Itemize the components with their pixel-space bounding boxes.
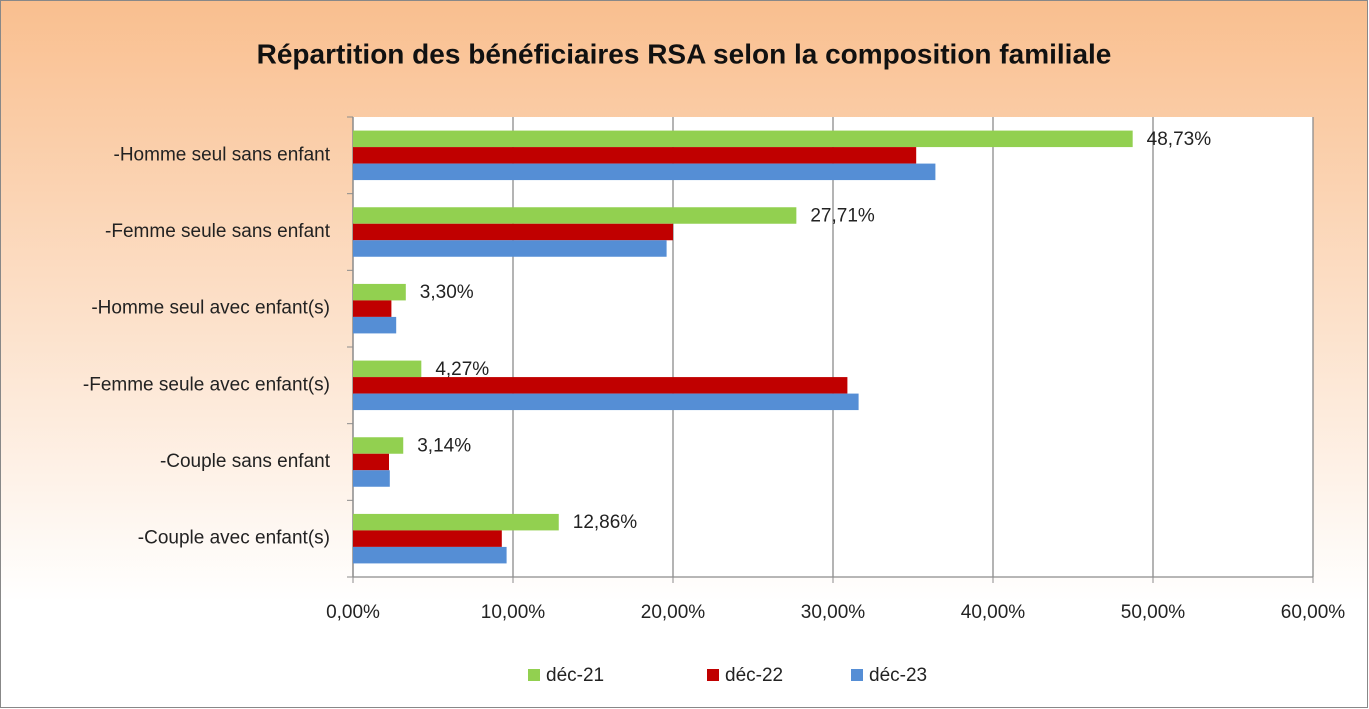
y-tick-label: -Homme seul sans enfant xyxy=(114,144,331,165)
bar xyxy=(353,513,559,531)
x-tick-label: 0,00% xyxy=(326,602,380,623)
bar xyxy=(353,393,859,411)
x-tick-label: 30,00% xyxy=(801,602,866,623)
y-tick-label: -Homme seul avec enfant(s) xyxy=(91,298,330,319)
bar xyxy=(353,530,502,547)
data-label: 4,27% xyxy=(435,359,489,380)
data-label: 12,86% xyxy=(573,512,638,533)
data-label: 3,30% xyxy=(420,282,474,303)
legend-swatch xyxy=(528,669,540,681)
x-tick-label: 40,00% xyxy=(961,602,1026,623)
data-label: 48,73% xyxy=(1147,129,1212,150)
bar xyxy=(353,240,667,257)
y-tick-label: -Femme seule sans enfant xyxy=(105,221,331,242)
legend-label: déc-21 xyxy=(546,665,604,686)
bar xyxy=(353,453,389,471)
legend-swatch xyxy=(851,669,863,681)
bar xyxy=(353,316,397,334)
y-tick-label: -Couple sans enfant xyxy=(160,451,331,472)
bar xyxy=(353,546,507,564)
chart-title: Répartition des bénéficiaires RSA selon … xyxy=(257,38,1112,69)
bar xyxy=(353,163,936,181)
y-tick-label: -Femme seule avec enfant(s) xyxy=(83,374,330,395)
x-tick-label: 50,00% xyxy=(1121,602,1186,623)
bar xyxy=(353,147,917,164)
bar xyxy=(353,470,390,487)
bar xyxy=(353,360,422,378)
bar xyxy=(353,437,404,454)
bar xyxy=(353,377,848,394)
bar xyxy=(353,207,797,224)
bar xyxy=(353,130,1133,148)
y-tick-label: -Couple avec enfant(s) xyxy=(138,528,330,549)
x-tick-label: 20,00% xyxy=(641,602,706,623)
legend-label: déc-22 xyxy=(725,665,783,686)
data-label: 27,71% xyxy=(810,206,875,227)
bar xyxy=(353,300,392,317)
legend-label: déc-23 xyxy=(869,665,927,686)
x-tick-label: 10,00% xyxy=(481,602,546,623)
legend-swatch xyxy=(707,669,719,681)
bar xyxy=(353,283,406,301)
x-tick-label: 60,00% xyxy=(1281,602,1346,623)
bar xyxy=(353,223,673,241)
data-label: 3,14% xyxy=(417,436,471,457)
